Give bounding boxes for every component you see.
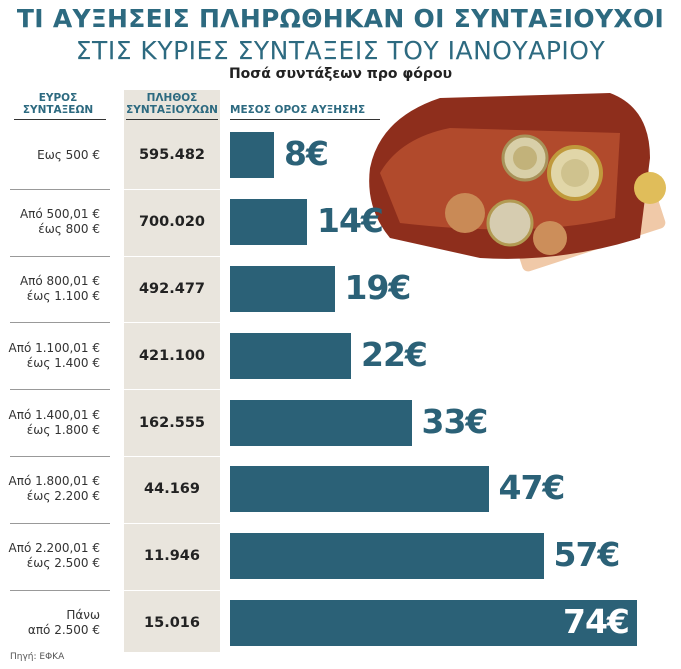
row-separator xyxy=(10,456,110,457)
row-separator xyxy=(10,589,110,591)
bar xyxy=(230,132,274,179)
row-separator xyxy=(124,188,220,190)
value-label: 14€ xyxy=(317,201,384,241)
value-label: 8€ xyxy=(284,134,329,174)
count: 44.169 xyxy=(144,481,200,498)
bar xyxy=(230,199,307,246)
value-label: 47€ xyxy=(498,468,566,508)
bar xyxy=(230,600,637,646)
count-column-bg xyxy=(124,90,220,652)
value-label: 57€ xyxy=(553,535,621,575)
bar xyxy=(230,332,351,379)
count: 492.477 xyxy=(138,281,206,297)
value-label: 19€ xyxy=(344,268,412,307)
category-label: Από 800,01 € έως 1.100 € xyxy=(19,274,100,303)
row-separator xyxy=(124,589,220,591)
value-label: 22€ xyxy=(361,334,428,374)
count: 11.946 xyxy=(144,548,200,565)
header-rule xyxy=(126,119,218,120)
category-label: Πάνω από 2.500 € xyxy=(27,608,100,637)
count: 15.016 xyxy=(144,615,200,631)
category-label: Από 1.100,01 € έως 1.400 € xyxy=(8,340,100,370)
category-label: Εως 500 € xyxy=(37,147,100,162)
column-header: ΠΛΗΘΟΣ ΣΥΝΤΑΞΙΟΥΧΩΝ xyxy=(126,92,218,116)
source: Πηγή: ΕΦΚΑ xyxy=(10,652,65,662)
column-header: ΕΥΡΟΣ ΣΥΝΤΑΞΕΩΝ xyxy=(22,92,94,116)
category-label: Από 500,01 € έως 800 € xyxy=(19,207,100,237)
row-separator xyxy=(10,188,110,190)
category-label: Από 2.200,01 € έως 2.500 € xyxy=(8,541,100,571)
bar xyxy=(230,466,489,513)
row-separator xyxy=(10,255,110,257)
header-rule xyxy=(230,119,380,120)
wallet-illustration xyxy=(369,93,666,272)
count: 162.555 xyxy=(138,414,206,431)
value-label: 74€ xyxy=(563,602,630,641)
row-separator xyxy=(10,389,110,391)
category-label: Από 1.400,01 € έως 1.800 € xyxy=(8,407,100,437)
row-separator xyxy=(10,522,110,524)
count: 700.020 xyxy=(138,214,206,231)
bar xyxy=(230,533,544,580)
row-separator xyxy=(124,255,220,257)
count: 421.100 xyxy=(138,347,206,364)
row-separator xyxy=(124,389,220,391)
row-separator xyxy=(124,456,220,457)
chart-title: ΣΤΙΣ ΚΥΡΙΕΣ ΣΥΝΤΑΞΕΙΣ ΤΟΥ ΙΑΝΟΥΑΡΙΟΥ xyxy=(75,36,606,65)
row-separator xyxy=(10,322,110,324)
header-rule xyxy=(14,119,106,120)
title: ΤΙ ΑΥΞΗΣΕΙΣ ΠΛΗΡΩΘΗΚΑΝ ΟΙ ΣΥΝΤΑΞΙΟΥΧΟΙ xyxy=(16,4,665,33)
row-separator xyxy=(124,522,220,524)
value-label: 33€ xyxy=(421,401,489,441)
bar xyxy=(230,399,412,446)
row-separator xyxy=(124,322,220,324)
category-label: Από 1.800,01 € έως 2.200 € xyxy=(8,474,100,504)
column-header: ΜΕΣΟΣ ΟΡΟΣ ΑΥΞΗΣΗΣ xyxy=(230,104,366,116)
subtitle: Ποσά συντάξεων προ φόρου xyxy=(228,66,453,82)
count: 595.482 xyxy=(138,147,206,164)
bar xyxy=(230,266,335,312)
